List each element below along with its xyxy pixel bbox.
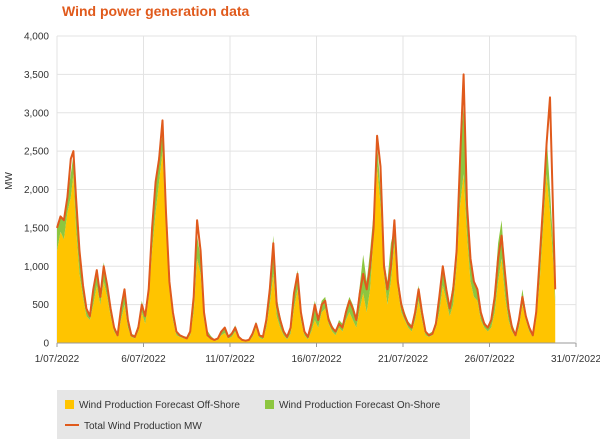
y-tick-label: 0 bbox=[43, 339, 49, 350]
area-series bbox=[57, 105, 556, 343]
legend-item-total: Total Wind Production MW bbox=[65, 421, 202, 432]
x-tick-label: 26/07/2022 bbox=[464, 354, 514, 365]
y-tick-label: 2,000 bbox=[24, 185, 49, 196]
line-series bbox=[56, 73, 557, 342]
y-tick-label: 4,000 bbox=[24, 32, 49, 43]
y-tick-label: 2,500 bbox=[24, 147, 49, 158]
x-tick-label: 21/07/2022 bbox=[378, 354, 428, 365]
y-tick-label: 3,500 bbox=[24, 70, 49, 81]
y-tick-label: 500 bbox=[32, 300, 49, 311]
y-tick-label: 1,500 bbox=[24, 223, 49, 234]
legend-label-total: Total Wind Production MW bbox=[84, 421, 202, 432]
x-tick-label: 11/07/2022 bbox=[205, 354, 255, 365]
chart-title: Wind power generation data bbox=[62, 3, 250, 19]
wind-chart: 0 500 1,000 1,500 2,000 2,500 3,000 3,500 4,000 1… bbox=[4, 32, 600, 366]
legend-item-offshore: Wind Production Forecast Off-Shore bbox=[65, 400, 240, 411]
legend-swatch-total bbox=[65, 424, 79, 426]
legend-label-offshore: Wind Production Forecast Off-Shore bbox=[79, 400, 240, 411]
legend-swatch-offshore bbox=[65, 400, 74, 409]
area-offshore bbox=[57, 151, 556, 343]
y-axis-label: MW bbox=[4, 172, 15, 190]
legend: Wind Production Forecast Off-Shore Wind … bbox=[57, 390, 470, 439]
axes: 0 500 1,000 1,500 2,000 2,500 3,000 3,500 4,000 1… bbox=[24, 32, 600, 366]
x-tick-label: 1/07/2022 bbox=[35, 354, 80, 365]
x-tick-label: 31/07/2022 bbox=[551, 354, 600, 365]
legend-swatch-onshore bbox=[265, 400, 274, 409]
y-tick-label: 3,000 bbox=[24, 108, 49, 119]
y-tick-label: 1,000 bbox=[24, 262, 49, 273]
legend-item-onshore: Wind Production Forecast On-Shore bbox=[265, 400, 440, 411]
x-tick-label: 16/07/2022 bbox=[291, 354, 341, 365]
legend-label-onshore: Wind Production Forecast On-Shore bbox=[279, 400, 441, 411]
x-tick-label: 6/07/2022 bbox=[121, 354, 166, 365]
line-total bbox=[56, 73, 557, 342]
